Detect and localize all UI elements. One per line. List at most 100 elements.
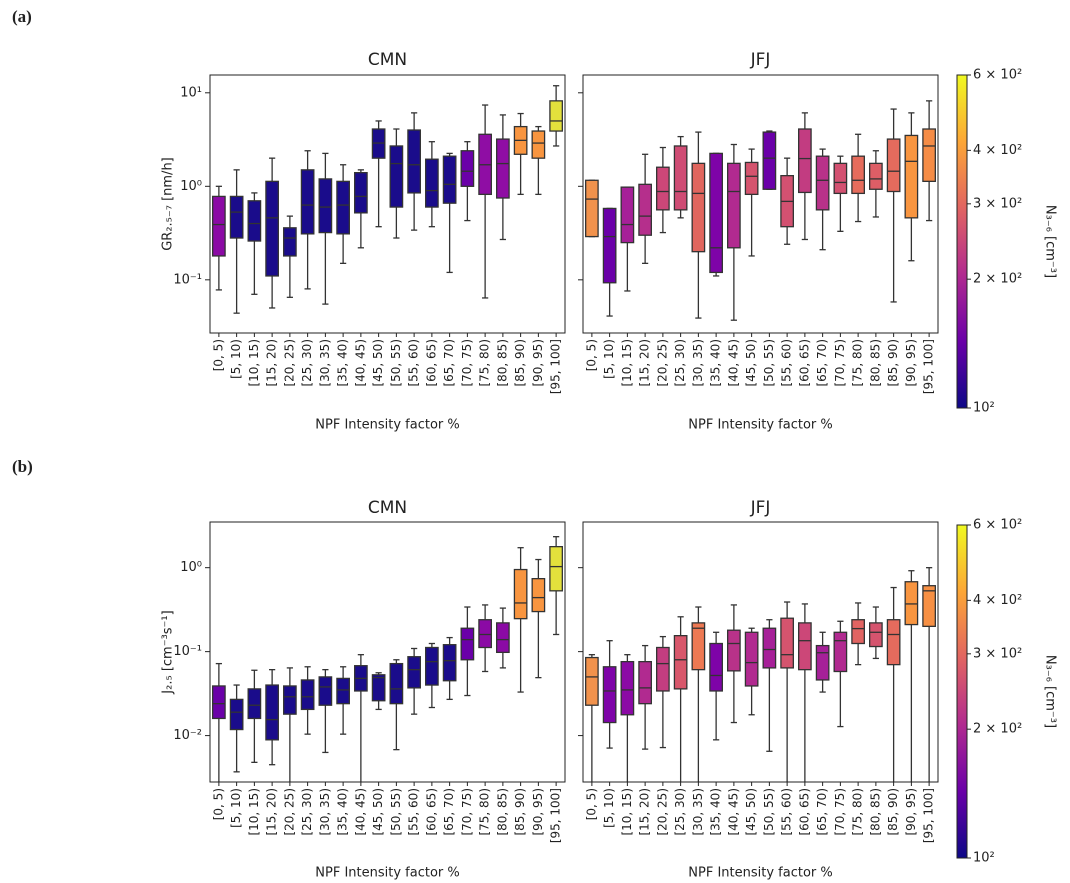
x-tick-label: [50, 55) (762, 339, 776, 387)
panel-label: (a) (12, 7, 32, 26)
x-tick-label: [45, 50) (744, 788, 758, 836)
x-tick-label: [55, 60) (780, 788, 794, 836)
colorbar-tick-label: 3 × 10² (973, 646, 1022, 661)
y-tick-label: 10⁻¹ (173, 644, 202, 659)
chart-title: JFJ (750, 498, 771, 518)
box (247, 688, 262, 720)
box (460, 627, 475, 661)
boxes (212, 85, 563, 314)
box (336, 180, 350, 235)
box (283, 227, 297, 257)
chart-title: CMN (368, 498, 407, 518)
box (442, 644, 457, 682)
box (869, 162, 883, 190)
box (869, 622, 883, 648)
x-tick-label: [15, 20) (265, 339, 279, 387)
box (247, 200, 262, 242)
x-tick-label: [10, 15) (247, 788, 261, 836)
box (798, 622, 812, 671)
x-tick-label: [0, 5) (584, 339, 598, 371)
colorbar-tick-label: 6 × 10² (973, 518, 1022, 533)
box (815, 155, 830, 211)
x-tick-label: [10, 15) (620, 339, 634, 387)
x-tick-label: [80, 85) (868, 788, 882, 836)
x-tick-label: [20, 25) (655, 339, 669, 387)
x-tick-label: [45, 50) (371, 788, 385, 836)
chart-title: JFJ (750, 50, 771, 70)
x-tick-label: [90, 95) (531, 788, 545, 836)
x-tick-label: [70, 75) (833, 788, 847, 836)
x-tick-label: [25, 30) (300, 788, 314, 836)
box (886, 619, 901, 666)
colorbar-tick-label: 3 × 10² (973, 196, 1022, 211)
x-tick-label: [35, 40) (709, 788, 723, 836)
y-tick-label: 10¹ (180, 85, 202, 100)
x-tick-label: [55, 60) (407, 788, 421, 836)
box (638, 660, 652, 705)
x-tick-label: [5, 10) (602, 788, 616, 828)
x-tick-label: [70, 75) (460, 788, 474, 836)
box (318, 676, 333, 706)
box (762, 627, 777, 669)
box (283, 685, 297, 715)
box (833, 162, 848, 195)
x-tick-label: [35, 40) (336, 788, 350, 836)
x-tick-label: [55, 60) (407, 339, 421, 387)
x-tick-label: [25, 30) (300, 339, 314, 387)
x-tick-label: [20, 25) (282, 788, 296, 836)
box (727, 629, 741, 672)
colorbar-tick-label: 4 × 10² (973, 143, 1022, 158)
x-tick-label: [10, 15) (247, 339, 261, 387)
x-tick-label: [40, 45) (353, 788, 367, 836)
box (513, 568, 528, 620)
box (549, 546, 563, 592)
x-tick-label: [60, 65) (424, 339, 438, 387)
y-axis-label: GR₂.₅₋₇ [nm/h] (161, 157, 176, 251)
colorbar-tick-label: 2 × 10² (973, 272, 1022, 287)
x-tick-label: [40, 45) (353, 339, 367, 387)
box (709, 642, 723, 692)
colorbar-tick-label: 2 × 10² (973, 722, 1022, 737)
x-tick-label: [70, 75) (460, 339, 474, 387)
y-tick-label: 10⁰ (180, 560, 202, 575)
box (602, 207, 617, 284)
boxes (212, 536, 563, 782)
boxes (585, 100, 936, 321)
box (496, 138, 510, 199)
x-tick-label: [5, 10) (229, 339, 243, 379)
box (602, 666, 617, 724)
box (442, 155, 457, 204)
x-axis-label: NPF Intensity factor % (315, 866, 459, 881)
colorbar-tick-label: 10² (973, 401, 995, 416)
x-tick-label: [20, 25) (655, 788, 669, 836)
x-tick-label: [5, 10) (602, 339, 616, 379)
plot-frame (209, 521, 566, 783)
box (798, 128, 812, 194)
box (744, 161, 759, 196)
box (904, 134, 919, 219)
x-tick-label: [45, 50) (371, 339, 385, 387)
box (389, 145, 404, 208)
x-tick-label: [95, 100] (549, 339, 563, 394)
box (531, 130, 546, 159)
colorbar-tick-label: 10² (973, 851, 995, 866)
box (744, 631, 759, 687)
box (407, 656, 421, 689)
x-tick-label: [95, 100] (922, 339, 936, 394)
x-tick-label: [65, 70) (442, 788, 456, 836)
x-tick-label: [40, 45) (726, 788, 740, 836)
x-tick-label: [25, 30) (673, 339, 687, 387)
x-tick-label: [75, 80) (851, 788, 865, 836)
box (496, 622, 510, 654)
box (762, 131, 777, 190)
x-tick-label: [65, 70) (815, 788, 829, 836)
box (709, 152, 723, 274)
x-tick-label: [35, 40) (336, 339, 350, 387)
x-tick-label: [85, 90) (513, 788, 527, 836)
x-tick-label: [75, 80) (478, 788, 492, 836)
x-axis-label: NPF Intensity factor % (688, 418, 832, 433)
box (407, 129, 421, 194)
x-tick-label: [5, 10) (229, 788, 243, 828)
x-tick-label: [30, 35) (691, 339, 705, 387)
